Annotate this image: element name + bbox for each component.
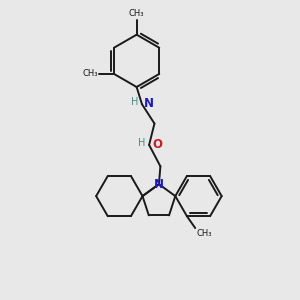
Text: H: H [138,138,146,148]
Text: CH₃: CH₃ [197,229,212,238]
Text: CH₃: CH₃ [82,69,98,78]
Text: O: O [153,138,163,151]
Text: CH₃: CH₃ [129,9,144,18]
Text: H: H [131,98,138,107]
Text: N: N [144,97,154,110]
Text: N: N [154,178,164,191]
